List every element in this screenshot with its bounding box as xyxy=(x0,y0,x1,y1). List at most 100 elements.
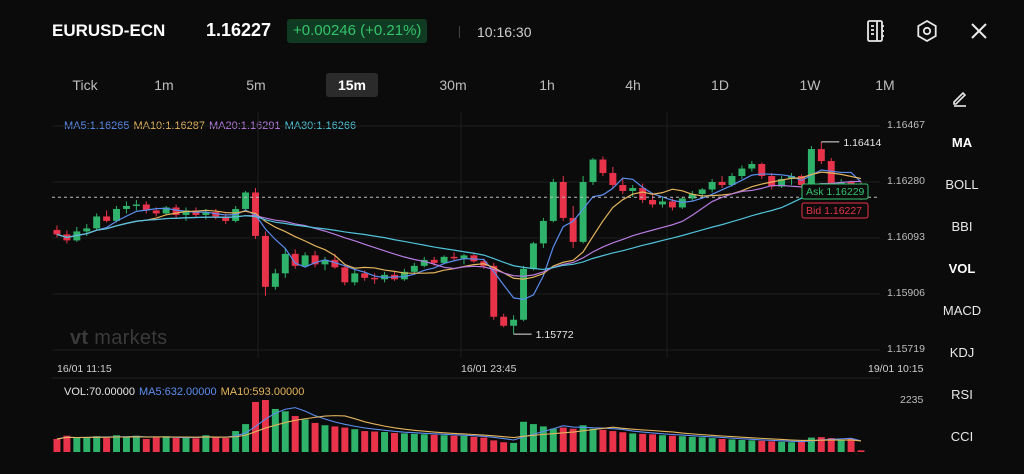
x-axis-label-mid: 16/01 23:45 xyxy=(461,363,517,375)
candle-body xyxy=(520,268,527,320)
candle-body xyxy=(807,149,815,185)
vol_legend-item: MA5:632.00000 xyxy=(138,386,217,398)
candle-body xyxy=(222,216,230,221)
volume-bar xyxy=(301,419,309,452)
volume-bar xyxy=(113,435,120,452)
candle-body xyxy=(847,182,855,185)
volume-bar xyxy=(529,424,537,452)
volume-bar xyxy=(351,429,359,452)
candle-body xyxy=(400,271,408,280)
tab-timeframe-1m[interactable]: 1m xyxy=(154,77,174,93)
volume-bar xyxy=(539,426,547,452)
tab-timeframe-1m[interactable]: 1M xyxy=(875,77,895,93)
volume-bar xyxy=(381,431,389,452)
tab-timeframe-15m[interactable]: 15m xyxy=(326,73,378,97)
candle-body xyxy=(817,149,825,162)
candle-body xyxy=(410,265,418,272)
indicator-rsi[interactable]: RSI xyxy=(951,387,973,402)
candle-body xyxy=(748,164,756,169)
candle-body xyxy=(53,229,61,235)
volume-bar xyxy=(162,436,170,452)
pencil-icon[interactable] xyxy=(950,88,970,108)
ma-line-10 xyxy=(56,171,862,280)
volume-bar xyxy=(480,437,488,452)
candle-body xyxy=(788,176,796,180)
ma-line-20 xyxy=(56,180,862,277)
symbol-title[interactable]: EURUSD-ECN xyxy=(52,21,166,40)
volume-bar xyxy=(212,436,220,452)
candle-body xyxy=(629,187,637,191)
volume-bar xyxy=(807,437,815,452)
volume-bar xyxy=(450,435,458,452)
tab-timeframe-4h[interactable]: 4h xyxy=(625,77,641,93)
candle-body xyxy=(599,159,607,174)
indicator-ma[interactable]: MA xyxy=(951,135,973,150)
volume-bar xyxy=(281,411,289,452)
settings-hexagon-icon[interactable] xyxy=(914,18,940,44)
volume-bar xyxy=(639,433,647,452)
indicator-cci[interactable]: CCI xyxy=(950,429,974,444)
volume-bar xyxy=(837,439,845,452)
low-price-label: 1.15772 xyxy=(536,329,574,341)
volume-bar xyxy=(341,427,349,452)
candle-body xyxy=(152,210,160,214)
indicator-bbi[interactable]: BBI xyxy=(951,219,973,234)
indicator-macd[interactable]: MACD xyxy=(942,303,982,318)
candle-body xyxy=(371,277,379,280)
volume-bar xyxy=(619,432,627,452)
volume-axis-label: 2235 xyxy=(900,394,924,406)
candle-body xyxy=(430,259,438,263)
volume-bar xyxy=(361,431,369,452)
tab-timeframe-1w[interactable]: 1W xyxy=(799,77,821,93)
volume-bar xyxy=(311,422,319,452)
volume-bar xyxy=(291,415,299,452)
volume-bar xyxy=(132,435,140,452)
candle-body xyxy=(242,192,250,209)
volume-legend: VOL:70.00000 MA5:632.00000 MA10:593.00000 xyxy=(64,386,308,398)
volume-bar xyxy=(331,426,339,452)
volume-bar xyxy=(788,442,796,452)
candle-body xyxy=(539,220,547,244)
volume-bar xyxy=(53,438,61,452)
volume-bar xyxy=(122,436,130,452)
candle-body xyxy=(261,235,269,287)
tab-timeframe-1h[interactable]: 1h xyxy=(539,77,555,93)
candle-body xyxy=(659,201,666,205)
candle-body xyxy=(500,316,508,326)
vt-markets-watermark: vt markets xyxy=(70,327,168,349)
indicator-kdj[interactable]: KDJ xyxy=(949,345,975,360)
candle-body xyxy=(291,253,299,266)
x-axis-label-start: 16/01 11:15 xyxy=(57,363,112,375)
vol_legend-item: VOL:70.00000 xyxy=(64,386,135,398)
candle-body xyxy=(132,204,140,206)
indicator-vol[interactable]: VOL xyxy=(948,261,976,276)
volume-bar xyxy=(768,441,776,452)
volume-bar xyxy=(202,435,210,452)
candle-body xyxy=(331,259,339,268)
tab-timeframe-tick[interactable]: Tick xyxy=(72,77,98,93)
volume-bar xyxy=(668,435,676,452)
candle-body xyxy=(668,201,676,208)
volume-bar xyxy=(758,440,766,452)
close-icon[interactable] xyxy=(966,18,992,44)
tab-timeframe-5m[interactable]: 5m xyxy=(246,77,266,93)
volume-bar xyxy=(440,435,448,452)
volume-bar xyxy=(817,437,825,452)
notebook-icon[interactable] xyxy=(862,18,888,44)
volume-bar xyxy=(182,437,190,452)
indicator-boll[interactable]: BOLL xyxy=(945,177,979,192)
tab-timeframe-1d[interactable]: 1D xyxy=(711,77,729,93)
candle-body xyxy=(172,207,180,215)
clock-time: 10:16:30 xyxy=(477,24,532,40)
tab-timeframe-30m[interactable]: 30m xyxy=(439,77,467,93)
bid-tag xyxy=(801,202,869,219)
volume-bar xyxy=(847,438,855,452)
candle-body xyxy=(460,255,468,259)
volume-bar xyxy=(609,431,617,452)
volume-bar xyxy=(718,438,726,452)
candle-body xyxy=(351,273,359,283)
volume-bar xyxy=(460,435,468,452)
candle-body xyxy=(113,208,120,221)
volume-bar xyxy=(659,435,666,452)
